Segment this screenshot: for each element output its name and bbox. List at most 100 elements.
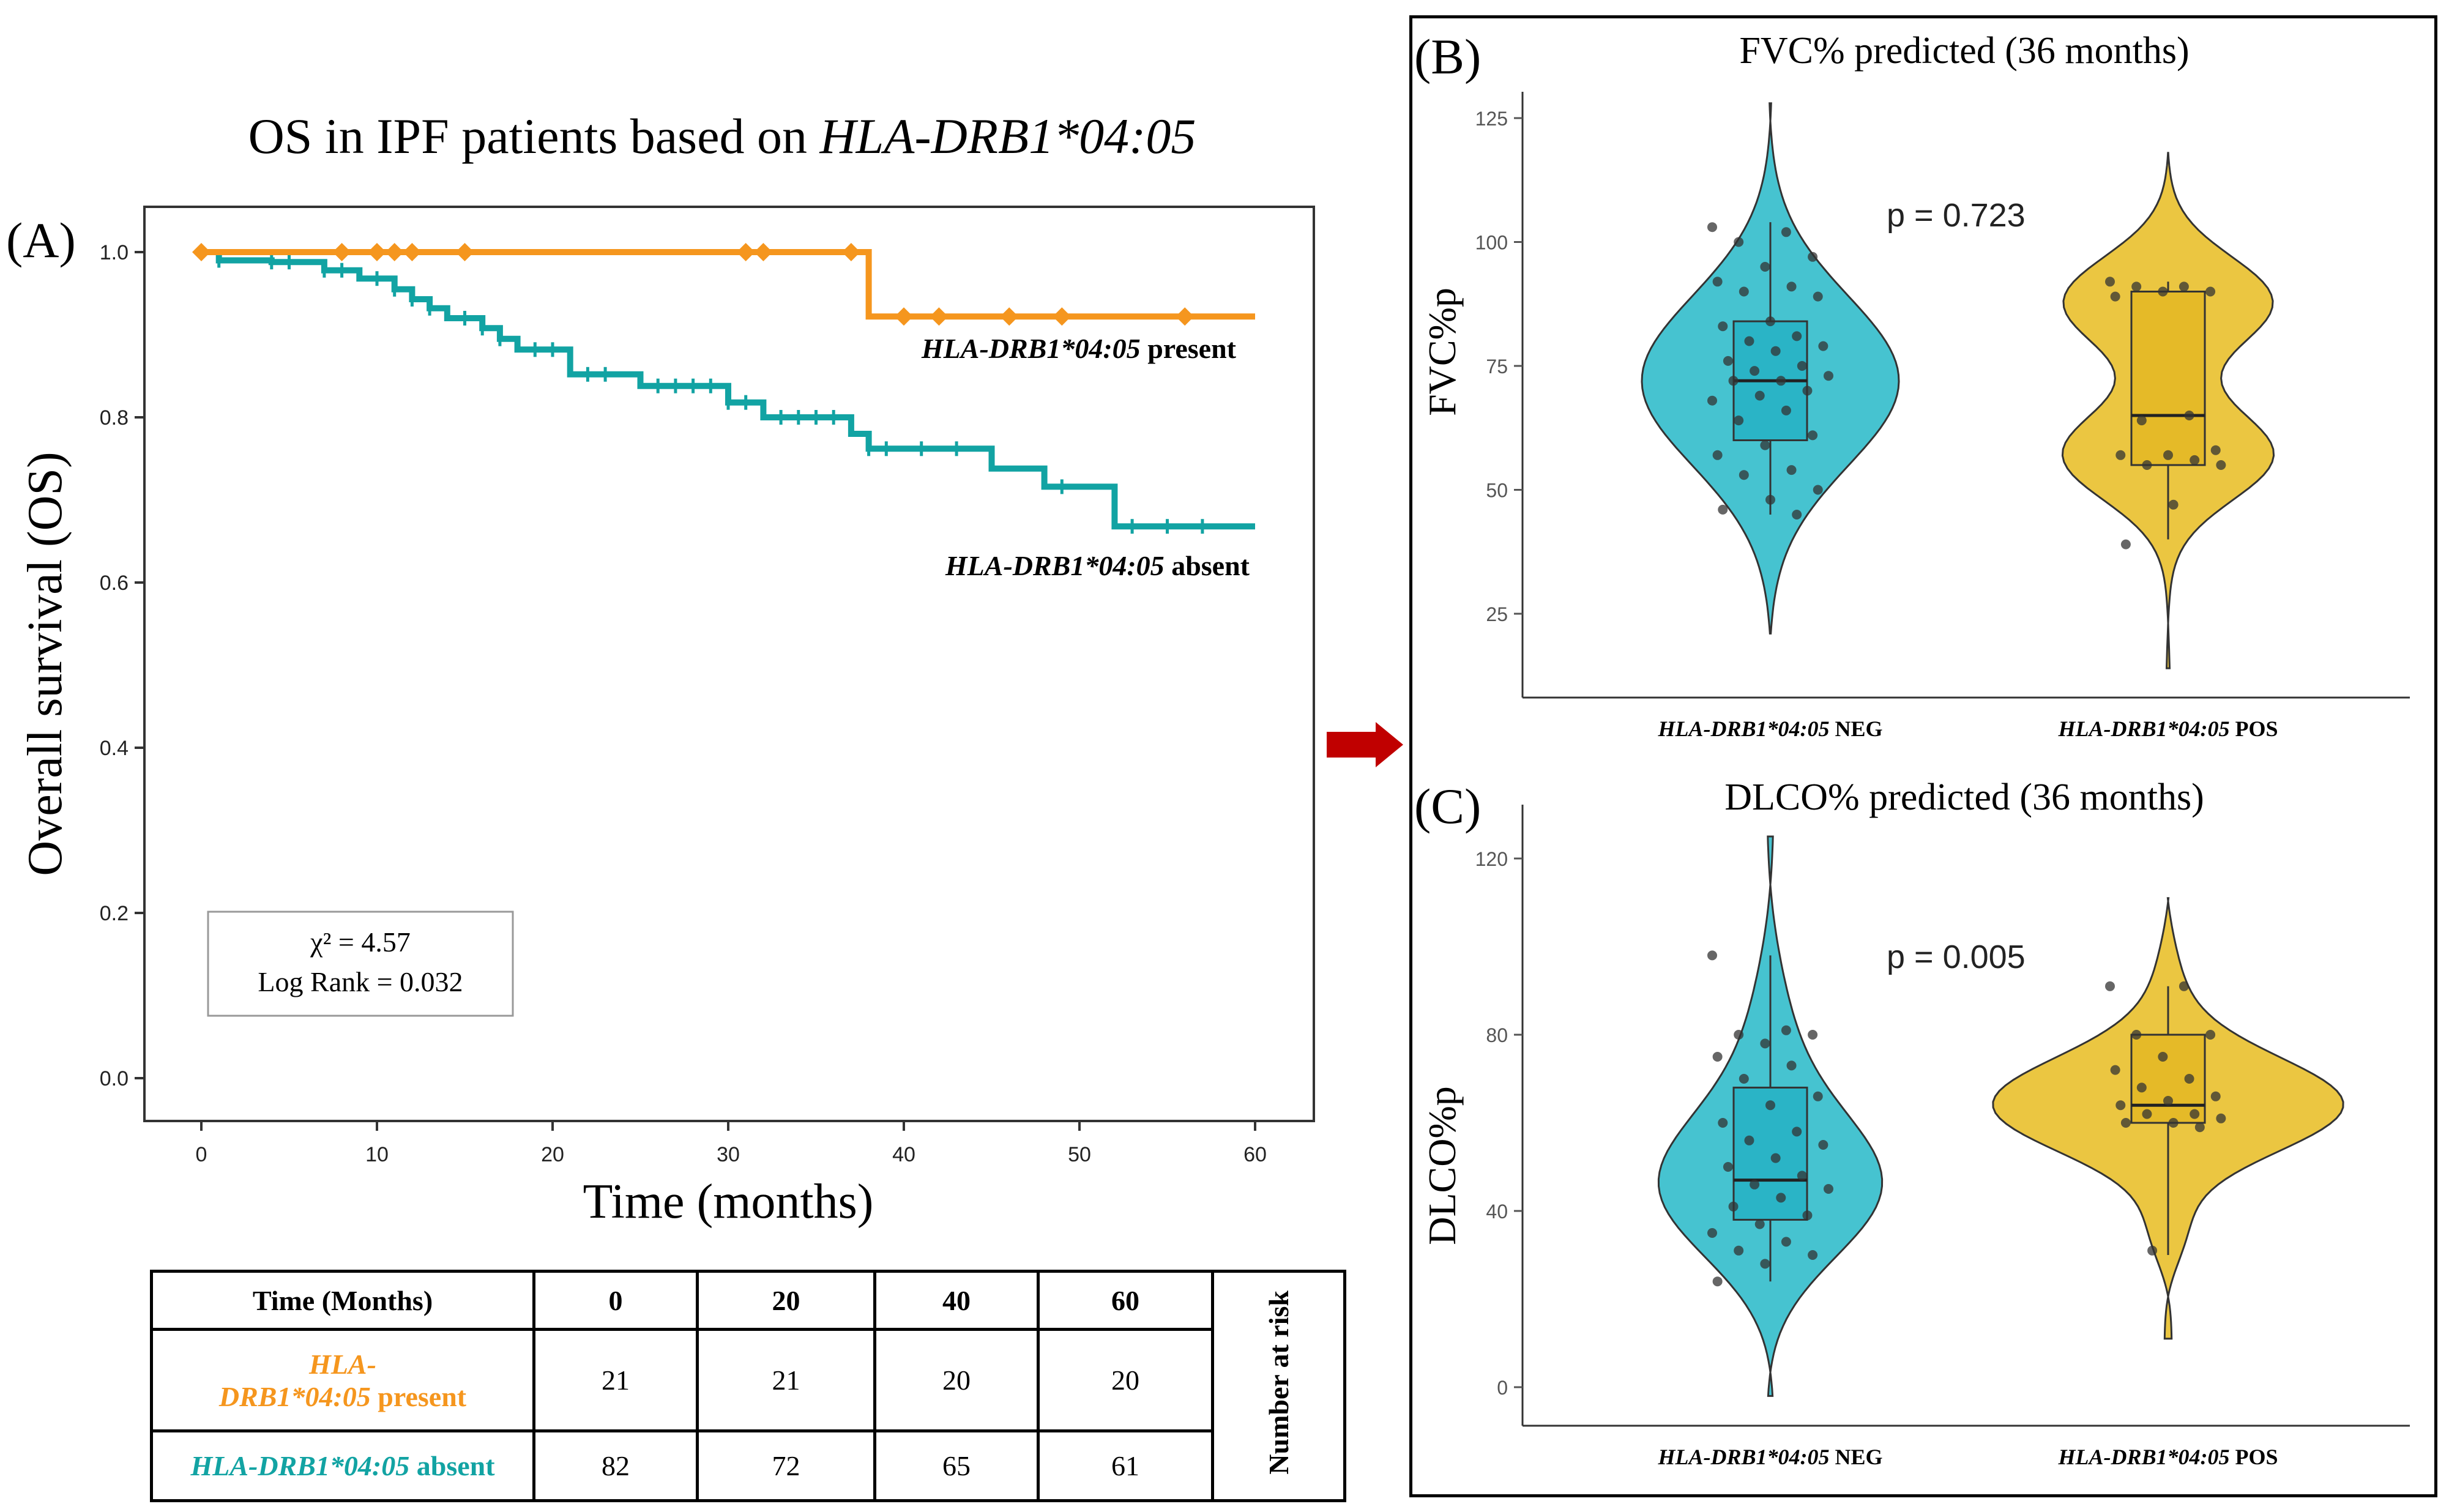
y-tick-label: 50 xyxy=(1486,480,1508,502)
data-point xyxy=(1786,465,1797,475)
y-tick-label: 100 xyxy=(1475,232,1508,254)
data-point xyxy=(1802,1210,1813,1221)
data-point xyxy=(2131,281,2142,292)
data-point xyxy=(1707,222,1717,233)
censor-mark-present xyxy=(455,243,474,261)
y-tick-label: 75 xyxy=(1486,356,1508,378)
data-point xyxy=(2216,1113,2226,1123)
data-point xyxy=(2120,539,2131,549)
data-point xyxy=(1792,510,1802,520)
y-tick-label: 0.6 xyxy=(100,572,129,595)
data-point xyxy=(2205,286,2216,297)
data-point xyxy=(2120,1118,2131,1128)
censor-mark-present xyxy=(930,307,949,326)
data-point xyxy=(1739,470,1749,480)
data-point xyxy=(1707,950,1717,961)
arrow-shape xyxy=(1327,722,1403,767)
data-point xyxy=(1723,356,1733,366)
data-point xyxy=(1765,1100,1775,1111)
data-point xyxy=(2105,981,2115,991)
table-header-cell: 0 xyxy=(532,1269,699,1331)
table-row-present-label: HLA- DRB1*04:05 present xyxy=(150,1328,535,1433)
data-point xyxy=(1760,440,1770,450)
data-point xyxy=(2136,415,2147,426)
data-point xyxy=(1734,237,1744,247)
data-point xyxy=(2216,460,2226,470)
panel-c-label: (C) xyxy=(1414,778,1481,834)
data-point xyxy=(1818,1140,1828,1150)
x-tick-label: 60 xyxy=(1243,1143,1267,1166)
data-point xyxy=(1776,1193,1786,1203)
y-tick-label: 0 xyxy=(1497,1377,1508,1399)
dlco-chart-title: DLCO% predicted (36 months) xyxy=(1724,776,2204,818)
table-cell: 72 xyxy=(696,1429,876,1502)
log-rank-text: Log Rank = 0.032 xyxy=(258,966,463,997)
data-point xyxy=(2105,277,2115,287)
km-y-axis-label: Overall survival (OS) xyxy=(18,452,72,876)
data-point xyxy=(1776,376,1786,386)
legend-absent: HLA-DRB1*04:05 absent xyxy=(945,550,1250,581)
data-point xyxy=(2190,455,2200,465)
data-point xyxy=(1808,1030,1818,1040)
data-point xyxy=(2136,1082,2147,1093)
dlco-p-value: p = 0.005 xyxy=(1887,939,2026,975)
table-row-absent-label: HLA-DRB1*04:05 absent xyxy=(150,1429,535,1502)
table-cell: 82 xyxy=(532,1429,699,1502)
y-tick-label: 0.8 xyxy=(100,406,129,430)
x-tick-label: 20 xyxy=(541,1143,564,1166)
data-point xyxy=(1808,430,1818,441)
data-point xyxy=(1712,277,1723,287)
km-curve-present xyxy=(201,249,1255,320)
data-point xyxy=(1781,1025,1791,1035)
x-tick-label: 10 xyxy=(365,1143,389,1166)
data-point xyxy=(1802,385,1813,396)
data-point xyxy=(1808,251,1818,262)
number-at-risk-table: Time (Months) 0 20 40 60 Number at risk … xyxy=(150,1269,1346,1502)
censor-mark-present xyxy=(841,243,860,261)
censor-mark-present xyxy=(403,243,422,261)
censor-mark-present xyxy=(385,243,404,261)
km-x-axis-label: Time (months) xyxy=(583,1175,874,1229)
data-point xyxy=(2184,1074,2194,1084)
data-point xyxy=(2163,450,2173,460)
data-point xyxy=(1765,494,1775,505)
x-group-label: HLA-DRB1*04:05 NEG xyxy=(1657,1445,1882,1469)
censor-mark-present xyxy=(368,243,386,261)
data-point xyxy=(1781,227,1791,237)
data-point xyxy=(1750,366,1760,376)
violin-panels-frame xyxy=(1409,15,2437,1497)
table-cell: 65 xyxy=(873,1429,1040,1502)
censor-mark-present xyxy=(332,243,351,261)
table-cell: 20 xyxy=(873,1328,1040,1433)
data-point xyxy=(2168,1118,2179,1128)
data-point xyxy=(2194,1122,2205,1133)
legend-present: HLA-DRB1*04:05 present xyxy=(921,333,1237,364)
data-point xyxy=(1734,1030,1744,1040)
data-point xyxy=(2147,1245,2158,1256)
data-point xyxy=(1739,1074,1749,1084)
data-point xyxy=(1754,390,1765,401)
table-cell: 20 xyxy=(1037,1328,1214,1433)
table-header-cell: 60 xyxy=(1037,1269,1214,1331)
data-point xyxy=(1744,1135,1754,1145)
table-header-cell: 20 xyxy=(696,1269,876,1331)
km-curve-absent xyxy=(201,249,1255,530)
data-point xyxy=(1728,1201,1739,1212)
data-point xyxy=(2190,1109,2200,1119)
box xyxy=(2130,291,2206,466)
data-point xyxy=(1750,1179,1760,1190)
data-point xyxy=(1760,1038,1770,1049)
data-point xyxy=(1770,346,1781,356)
data-point xyxy=(1707,395,1717,406)
data-point xyxy=(1797,1171,1807,1181)
data-point xyxy=(1781,1237,1791,1247)
data-point xyxy=(2158,286,2168,297)
y-tick-label: 80 xyxy=(1486,1024,1508,1046)
censor-mark-present xyxy=(895,307,913,326)
panel-a-label: (A) xyxy=(6,212,76,268)
data-point xyxy=(1792,331,1802,341)
number-at-risk-label: Number at risk xyxy=(1211,1270,1346,1502)
data-point xyxy=(2110,1065,2120,1075)
arrow-right-icon xyxy=(1327,722,1403,767)
y-tick-label: 0.0 xyxy=(100,1067,129,1090)
